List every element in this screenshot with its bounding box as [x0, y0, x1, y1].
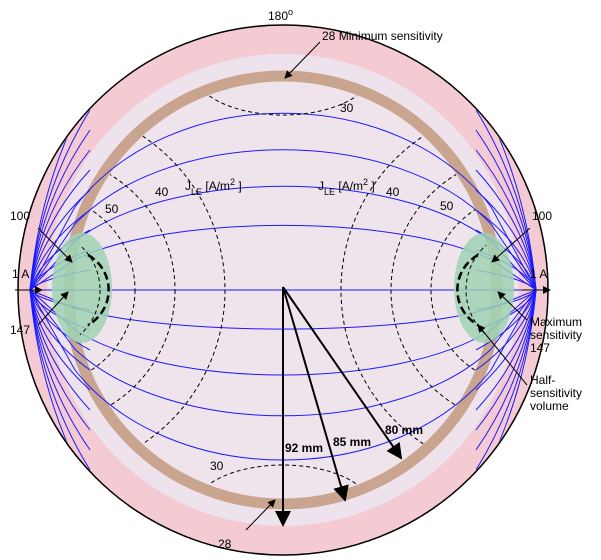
- half-sensitivity-left: [52, 233, 112, 343]
- current-line: [29, 185, 537, 291]
- max-contour-left: [87, 253, 110, 327]
- radius-80: [282, 286, 403, 460]
- max-contour-right: [456, 253, 479, 327]
- scalp-current: [475, 289, 537, 411]
- callout: [477, 324, 528, 386]
- right-current: 1 A: [530, 267, 547, 281]
- density-label: JLE [A/m2 ]: [185, 177, 242, 197]
- scalp-current: [29, 149, 91, 291]
- radius-label: 85 mm: [333, 435, 371, 449]
- contour: [75, 154, 176, 426]
- density-label: JLE [A/m2 ]: [318, 177, 375, 197]
- scalp-current: [29, 289, 91, 411]
- scalp-current: [475, 289, 537, 371]
- scalp-current: [29, 209, 91, 291]
- contour-label: 40: [155, 185, 169, 199]
- contour-label: 30: [340, 101, 354, 115]
- left-upper: 100: [10, 209, 30, 223]
- scalp-current: [29, 289, 91, 391]
- contour-label: 50: [440, 199, 454, 213]
- scalp-current: [29, 289, 91, 351]
- contour: [75, 104, 226, 476]
- left-current: 1 A: [12, 267, 29, 281]
- scalp-current: [475, 289, 537, 351]
- callout: [245, 499, 276, 531]
- scalp-current: [29, 289, 91, 371]
- top-callout: 28 Minimum sensitivity: [322, 29, 443, 43]
- contour-label: 40: [386, 185, 400, 199]
- contour-label: 30: [210, 459, 224, 473]
- scalp-current: [475, 289, 537, 391]
- callout: [37, 227, 73, 263]
- current-line: [29, 112, 537, 291]
- right-upper: 100: [532, 209, 552, 223]
- contour: [390, 154, 491, 426]
- callout: [37, 291, 69, 326]
- scalp-current: [29, 169, 91, 291]
- contour: [75, 229, 101, 351]
- contour: [192, 82, 374, 116]
- current-line: [29, 149, 537, 291]
- angle-label: 180o: [268, 7, 293, 23]
- half-label: Half-sensitivity volume: [530, 373, 582, 413]
- contour: [430, 194, 491, 386]
- left-lower: 147: [10, 323, 30, 337]
- scalp-current: [475, 209, 537, 291]
- scalp-current: [29, 189, 91, 291]
- scalp-current: [475, 189, 537, 291]
- half-sensitivity-right: [454, 233, 514, 343]
- max-label: Maximum sensitivity 147: [530, 315, 582, 355]
- contour-label: 50: [105, 202, 119, 216]
- callout: [284, 41, 321, 79]
- bottom-callout: 28: [218, 537, 232, 551]
- scalp-current: [475, 169, 537, 291]
- scalp-current: [475, 149, 537, 291]
- callout: [491, 227, 531, 263]
- radius-85: [282, 286, 349, 502]
- radius-label: 80 mm: [385, 423, 423, 437]
- contours: [75, 82, 491, 498]
- current-line: [29, 224, 537, 291]
- contour: [75, 194, 136, 386]
- radius-label: 92 mm: [285, 441, 323, 455]
- callout: [497, 291, 528, 321]
